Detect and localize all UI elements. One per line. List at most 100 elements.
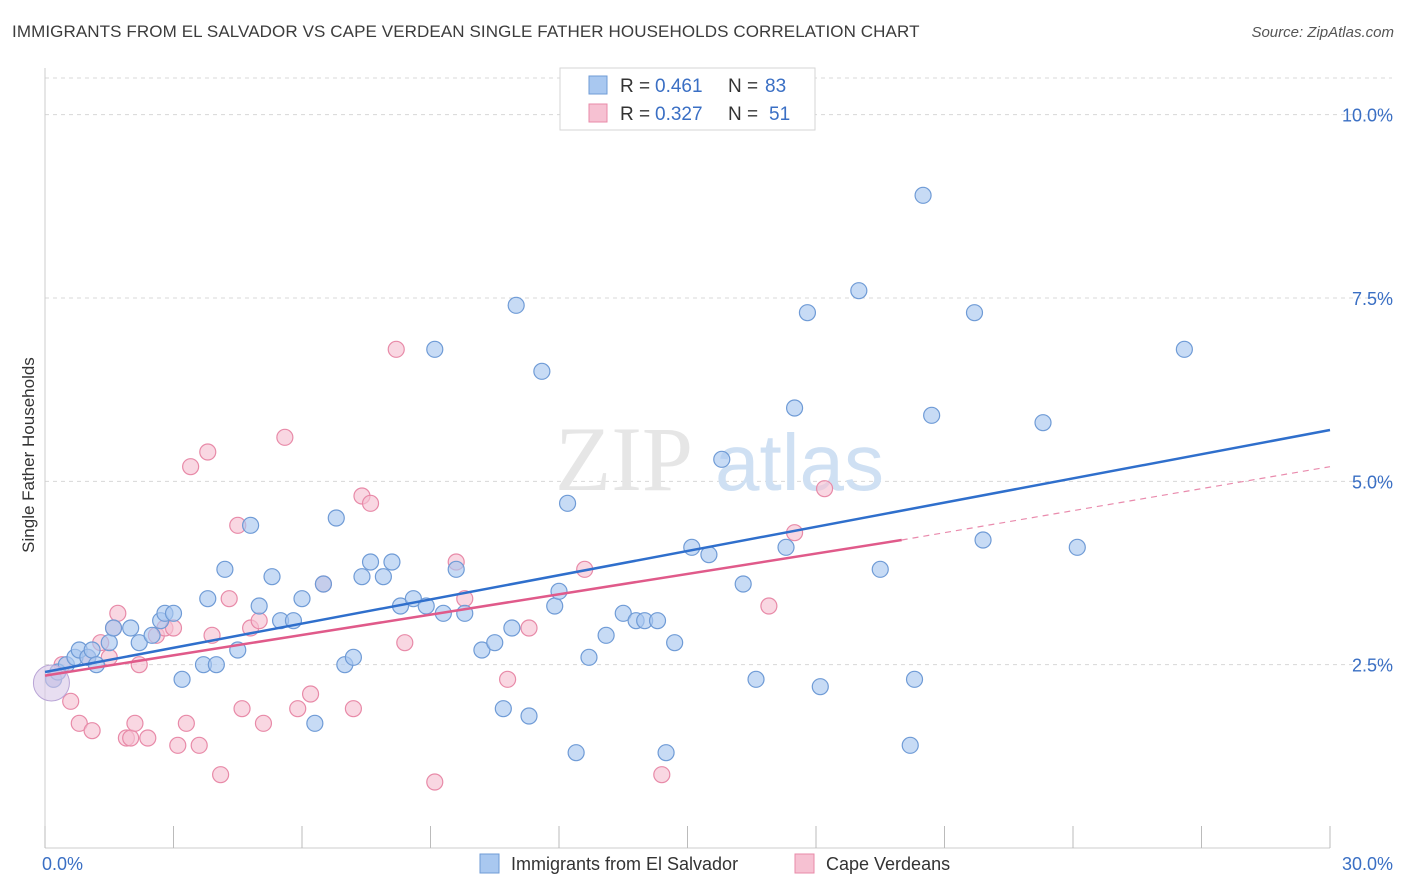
data-point <box>974 531 992 549</box>
data-point <box>143 626 161 644</box>
bottom-legend-label-2: Cape Verdeans <box>826 854 950 874</box>
data-point <box>344 700 362 718</box>
data-point <box>220 590 238 608</box>
data-point <box>426 340 444 358</box>
data-point <box>276 428 294 446</box>
data-point <box>301 685 320 703</box>
data-point <box>199 443 217 461</box>
watermark: ZIP atlas <box>555 408 884 510</box>
source-label: Source: ZipAtlas.com <box>1251 24 1394 41</box>
data-point <box>70 714 88 732</box>
data-point <box>169 736 187 754</box>
legend-n-value-1: 83 <box>765 76 786 97</box>
data-point <box>361 494 380 512</box>
trend-line-pink-extension <box>901 466 1331 541</box>
legend-r-label-2: R = <box>620 104 650 125</box>
data-point <box>811 678 829 696</box>
data-point <box>648 612 667 630</box>
data-point <box>499 670 517 688</box>
data-point <box>473 641 491 659</box>
data-point <box>250 597 268 615</box>
data-point <box>520 707 538 725</box>
data-point <box>777 538 795 556</box>
legend-n-label-2: N = <box>728 104 758 125</box>
data-point <box>503 619 521 637</box>
data-point <box>207 656 225 674</box>
data-point <box>657 744 675 762</box>
data-point <box>83 641 101 659</box>
data-point <box>923 406 941 424</box>
data-point <box>190 736 208 754</box>
data-point <box>798 304 817 322</box>
data-point <box>87 656 106 674</box>
data-point <box>914 186 932 204</box>
data-point <box>486 634 504 652</box>
data-point <box>374 568 392 586</box>
data-point <box>109 604 127 622</box>
data-point <box>653 766 671 784</box>
data-point <box>344 648 362 666</box>
data-point <box>139 729 157 747</box>
data-point <box>126 714 144 732</box>
data-point <box>387 340 405 358</box>
data-point <box>546 597 564 615</box>
y-tick-label: 10.0% <box>1342 106 1393 126</box>
legend-r-value-2: 0.327 <box>655 104 703 125</box>
data-point <box>683 538 701 556</box>
data-point <box>122 619 140 637</box>
bottom-legend-swatch-blue <box>479 853 500 874</box>
data-point <box>580 648 598 666</box>
legend-swatch-blue <box>588 75 608 95</box>
data-point <box>306 714 324 732</box>
legend-n-label-1: N = <box>728 76 758 97</box>
x-tick-labels: 0.0% 30.0% <box>42 854 1393 874</box>
top-legend: R = 0.461 N = 83 R = 0.327 N = 51 <box>559 67 816 131</box>
data-point <box>447 560 465 578</box>
data-point <box>507 296 525 314</box>
data-point <box>182 458 200 476</box>
data-point <box>614 604 632 622</box>
data-point <box>666 634 684 652</box>
data-point <box>199 590 217 608</box>
data-point <box>850 282 868 300</box>
bottom-legend-label-1: Immigrants from El Salvador <box>511 854 738 874</box>
data-point <box>353 568 371 586</box>
bottom-legend: Immigrants from El Salvador Cape Verdean… <box>479 853 950 874</box>
data-point <box>597 626 615 644</box>
data-point <box>164 604 183 622</box>
data-point <box>177 714 195 732</box>
data-point <box>426 773 444 791</box>
y-tick-label: 5.0% <box>1352 472 1393 492</box>
data-point <box>567 744 585 762</box>
data-point <box>242 516 260 534</box>
data-point <box>1175 340 1193 358</box>
data-point <box>396 634 414 652</box>
cape-verdeans-points <box>44 340 834 791</box>
y-tick-label: 2.5% <box>1352 656 1393 676</box>
data-point <box>327 509 345 527</box>
data-point <box>520 619 538 637</box>
y-axis-title: Single Father Households <box>19 357 38 553</box>
trend-lines <box>44 428 1331 677</box>
data-point <box>83 722 101 740</box>
data-point <box>533 362 551 380</box>
data-point <box>289 700 307 718</box>
el-salvador-points <box>32 186 1193 762</box>
data-point <box>100 634 118 652</box>
data-point <box>558 494 577 512</box>
data-point <box>250 612 268 630</box>
data-point <box>747 670 765 688</box>
data-point <box>314 575 333 593</box>
data-point <box>965 304 984 322</box>
legend-r-value-1: 0.461 <box>655 76 703 97</box>
data-point <box>361 553 380 571</box>
data-point <box>871 560 889 578</box>
data-point <box>263 568 281 586</box>
data-point <box>901 736 919 754</box>
y-tick-labels: 2.5% 5.0% 7.5% 10.0% <box>1342 106 1393 676</box>
axes <box>44 68 1331 849</box>
data-point <box>212 766 230 784</box>
data-point <box>254 714 273 732</box>
data-point <box>713 450 731 468</box>
